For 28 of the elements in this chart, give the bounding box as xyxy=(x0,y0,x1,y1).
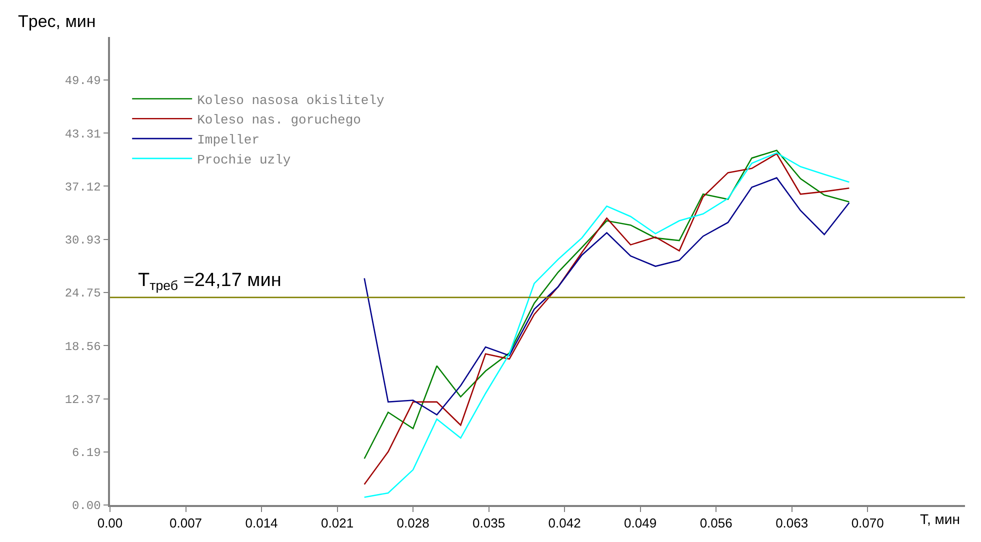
x-tick-label: 0.007 xyxy=(169,515,202,530)
x-axis-title: T, мин xyxy=(920,511,960,527)
y-tick-label: 49.49 xyxy=(64,74,101,88)
y-tick-label: 24.75 xyxy=(64,286,101,301)
x-tick-label: 0.042 xyxy=(548,515,581,530)
y-tick-label: 43.31 xyxy=(64,127,101,142)
y-tick-label: 18.56 xyxy=(64,340,101,354)
y-tick-label: 6.19 xyxy=(72,446,101,460)
x-tick-label: 0.056 xyxy=(700,515,732,530)
x-tick-label: 0.00 xyxy=(97,515,123,530)
x-tick-label: 0.035 xyxy=(472,515,506,530)
y-tick-label: 0.00 xyxy=(72,499,101,514)
x-tick-label: 0.028 xyxy=(396,515,430,530)
legend-label: Prochie uzly xyxy=(197,152,291,168)
x-tick-label: 0.063 xyxy=(776,515,808,530)
ref-line-label: T$_{треб}$ =24,17 мин xyxy=(138,270,282,293)
y-axis-title: Tрес, мин xyxy=(18,12,96,31)
y-tick-label: 37.12 xyxy=(64,180,101,194)
x-tick-label: 0.070 xyxy=(851,515,884,530)
y-tick-label: 30.93 xyxy=(64,234,101,248)
y-tick-label: 12.37 xyxy=(64,392,101,407)
legend-label: Impeller xyxy=(197,132,260,148)
legend-label: Koleso nas. goruchego xyxy=(197,112,361,128)
x-tick-label: 0.049 xyxy=(624,515,657,530)
x-tick-label: 0.021 xyxy=(321,515,354,530)
line-series xyxy=(364,177,850,416)
x-tick-label: 0.014 xyxy=(245,515,278,530)
legend-label: Koleso nasosa okislitely xyxy=(197,92,385,108)
